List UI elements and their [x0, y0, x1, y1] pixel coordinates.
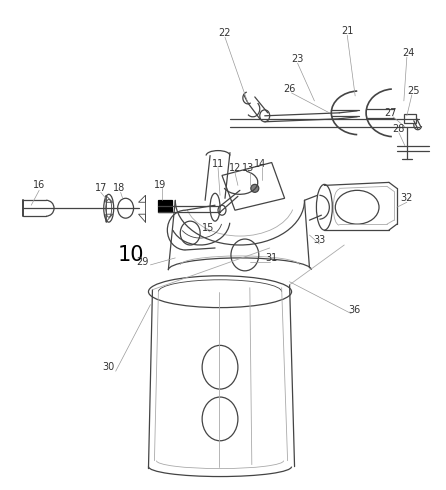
Polygon shape [222, 163, 285, 210]
Text: 24: 24 [403, 48, 415, 58]
Text: 26: 26 [283, 84, 296, 94]
Text: 14: 14 [254, 158, 266, 169]
Ellipse shape [251, 184, 259, 193]
Text: 32: 32 [401, 193, 413, 203]
Text: 18: 18 [112, 183, 125, 194]
Bar [404, 114, 416, 123]
Text: 22: 22 [219, 28, 231, 38]
Text: 15: 15 [202, 223, 214, 233]
Text: 28: 28 [393, 124, 405, 134]
Text: 23: 23 [291, 54, 304, 64]
Text: 21: 21 [341, 26, 353, 36]
Text: 11: 11 [212, 158, 224, 169]
Text: 12: 12 [229, 164, 241, 173]
Text: 31: 31 [265, 253, 278, 263]
Text: 25: 25 [408, 86, 420, 96]
Text: 17: 17 [95, 183, 107, 194]
Text: 10: 10 [117, 245, 144, 265]
Text: 27: 27 [385, 108, 397, 118]
Text: 33: 33 [313, 235, 326, 245]
Text: 36: 36 [348, 305, 360, 315]
Text: 16: 16 [33, 180, 45, 191]
Text: 13: 13 [242, 164, 254, 173]
Text: 19: 19 [154, 180, 166, 191]
Text: 30: 30 [103, 362, 115, 372]
Text: 29: 29 [136, 257, 149, 267]
Bar [158, 200, 172, 212]
